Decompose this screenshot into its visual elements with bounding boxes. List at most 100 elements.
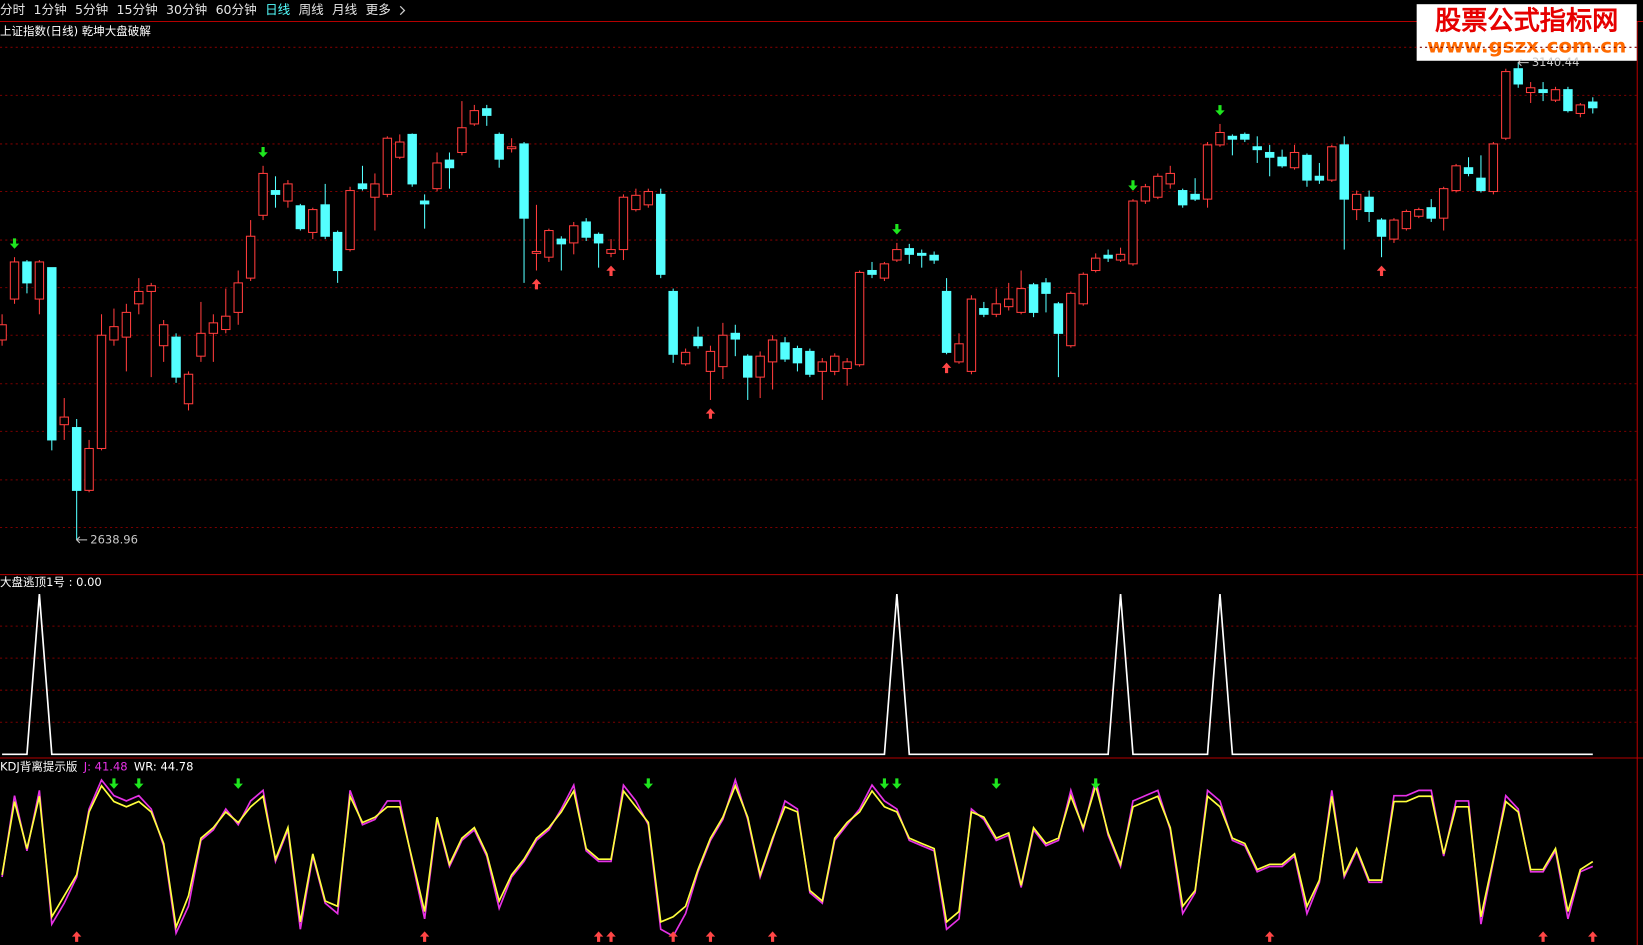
candle-body	[979, 308, 989, 315]
candle-body	[1090, 257, 1101, 272]
period-tab[interactable]: 日线	[265, 2, 291, 17]
candle-body	[370, 183, 380, 198]
candle-body	[743, 355, 753, 378]
buy-signal	[1538, 931, 1548, 942]
candle-body	[1115, 253, 1126, 261]
candle-body	[519, 143, 529, 219]
candle-body	[556, 238, 567, 245]
candle-body	[109, 326, 119, 341]
candle-body	[792, 348, 803, 364]
candle-body	[1438, 188, 1449, 219]
period-tab[interactable]: 周线	[299, 2, 325, 17]
candle-body	[867, 269, 877, 275]
candle-body	[1389, 219, 1399, 240]
sell-signal	[1128, 180, 1138, 191]
candle-body	[1550, 89, 1561, 101]
buy-signal	[941, 362, 952, 374]
candle-body	[1252, 146, 1262, 151]
legend-entry: WR: 44.78	[134, 759, 194, 773]
candle-body	[1103, 254, 1113, 259]
buy-signal	[419, 931, 430, 942]
extreme-label: 2638.96	[90, 532, 138, 546]
candle-body	[618, 196, 629, 251]
candle-body	[1513, 68, 1523, 85]
candle-body	[780, 342, 790, 360]
sell-signal	[1215, 105, 1225, 116]
buy-signal	[705, 408, 716, 419]
candle-body	[1339, 144, 1349, 200]
watermark-title: 股票公式指标网	[1435, 7, 1618, 37]
period-tab[interactable]: 60分钟	[216, 2, 257, 17]
candle-body	[1314, 175, 1325, 181]
candle-body	[1476, 177, 1486, 192]
candle-body	[0, 324, 7, 341]
candle-body	[879, 263, 890, 279]
candle-body	[668, 290, 678, 355]
period-tab[interactable]: 月线	[332, 2, 358, 17]
candle-body	[320, 204, 330, 237]
buy-signal	[593, 931, 604, 942]
period-tab[interactable]: 1分钟	[34, 2, 67, 17]
period-tab[interactable]: 15分钟	[117, 2, 158, 17]
candle-body	[295, 205, 306, 230]
candle-body	[1302, 154, 1312, 181]
candle-body	[1525, 87, 1536, 94]
candle-body	[606, 249, 616, 254]
sell-signal	[643, 778, 654, 789]
candle-body	[1426, 207, 1436, 219]
period-tab[interactable]: 分时	[0, 2, 26, 17]
candle-body	[345, 190, 355, 251]
candle-body	[842, 361, 852, 370]
candle-body	[382, 137, 393, 195]
watermark-box	[1416, 4, 1637, 61]
buy-signal	[606, 265, 616, 277]
candle-body	[1289, 151, 1300, 169]
candle-body	[904, 248, 915, 255]
candle-body	[1140, 186, 1151, 202]
candle-body	[1227, 135, 1238, 140]
candle-body	[755, 355, 765, 378]
candle-body	[1501, 71, 1511, 139]
candle-body	[581, 221, 591, 238]
candle-body	[680, 351, 691, 365]
candle-body	[1190, 193, 1200, 200]
candle-body	[233, 282, 243, 313]
candle-body	[1376, 219, 1387, 237]
candle-body	[892, 249, 902, 261]
candle-body	[469, 110, 480, 125]
candle-body	[916, 252, 927, 256]
buy-signal	[71, 931, 82, 942]
buy-signal	[705, 931, 716, 942]
candle-body	[929, 254, 939, 261]
candle-body	[1215, 131, 1225, 146]
candle-body	[1240, 133, 1250, 140]
extreme-label: 3140.44	[1532, 55, 1580, 69]
candle-body	[1575, 104, 1586, 114]
candle-body	[941, 290, 952, 353]
candle-body	[1364, 196, 1374, 213]
candle-body	[121, 311, 132, 338]
candle-body	[1588, 101, 1598, 109]
candle-body	[544, 230, 554, 258]
candle-body	[444, 159, 455, 169]
candle-body	[84, 447, 94, 491]
candle-body	[817, 361, 828, 372]
candle-body	[805, 350, 815, 375]
more-chevron[interactable]	[399, 5, 406, 16]
candle-body	[208, 322, 219, 334]
candle-body	[1277, 156, 1287, 167]
candle-body	[395, 141, 405, 158]
candle-body	[1401, 210, 1412, 230]
candle-body	[656, 193, 666, 275]
period-tab[interactable]: 5分钟	[75, 2, 108, 17]
watermark-url: www.gszx.com.cn	[1427, 35, 1626, 58]
candle-body	[730, 332, 741, 340]
period-tab[interactable]: 30分钟	[166, 2, 207, 17]
candle-body	[457, 127, 467, 154]
candle-body	[1016, 288, 1026, 313]
sell-signal	[258, 146, 268, 158]
candle-body	[419, 200, 430, 205]
period-tab[interactable]: 更多	[366, 2, 391, 17]
